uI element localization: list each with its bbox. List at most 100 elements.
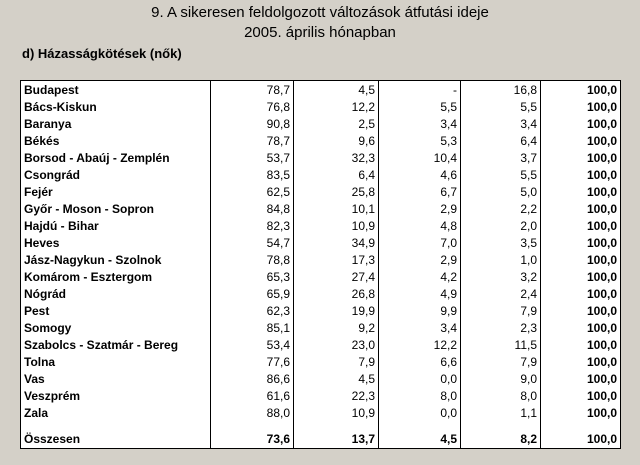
table-row: Tolna 77,6 7,9 6,6 7,9 100,0	[20, 353, 621, 370]
cell: 6,4	[460, 132, 541, 149]
cell: 78,7	[210, 80, 294, 98]
cell: 100,0	[540, 302, 621, 319]
cell: 2,0	[460, 217, 541, 234]
cell: 83,5	[210, 166, 294, 183]
cell: 4,9	[378, 285, 461, 302]
row-label: Bács-Kiskun	[20, 98, 211, 115]
cell: 3,5	[460, 234, 541, 251]
cell: 3,2	[460, 268, 541, 285]
row-label: Hajdú - Bihar	[20, 217, 211, 234]
row-label: Fejér	[20, 183, 211, 200]
row-label: Pest	[20, 302, 211, 319]
cell: 7,0	[378, 234, 461, 251]
cell: 100,0	[540, 132, 621, 149]
cell: 100,0	[540, 234, 621, 251]
cell: 3,4	[378, 319, 461, 336]
table-row: Jász-Nagykun - Szolnok 78,8 17,3 2,9 1,0 100,…	[20, 251, 621, 268]
cell: 100,0	[540, 387, 621, 404]
cell: 65,9	[210, 285, 294, 302]
table-row: Bács-Kiskun 76,8 12,2 5,5 5,5 100,0	[20, 98, 621, 115]
cell: 6,7	[378, 183, 461, 200]
cell: 26,8	[293, 285, 379, 302]
subtitle: d) Házasságkötések (nők)	[22, 46, 182, 61]
table-row: Heves 54,7 34,9 7,0 3,5 100,0	[20, 234, 621, 251]
row-label: Nógrád	[20, 285, 211, 302]
row-label: Tolna	[20, 353, 211, 370]
cell: 3,4	[460, 115, 541, 132]
cell: 100,0	[540, 319, 621, 336]
cell: 7,9	[460, 353, 541, 370]
table-row: Összesen 73,6 13,7 4,5 8,2 100,0	[20, 429, 621, 449]
cell: 77,6	[210, 353, 294, 370]
cell: 90,8	[210, 115, 294, 132]
cell: 54,7	[210, 234, 294, 251]
table-row: Budapest 78,7 4,5-16,8 100,0	[20, 80, 621, 98]
cell: 65,3	[210, 268, 294, 285]
table-row: Szabolcs - Szatmár - Bereg 53,4 23,0 12,2 11…	[20, 336, 621, 353]
cell: 100,0	[540, 251, 621, 268]
cell: 3,7	[460, 149, 541, 166]
title: 2005. április hónapban	[244, 24, 396, 41]
cell: -	[378, 80, 461, 98]
row-label: Borsod - Abaúj - Zemplén	[20, 149, 211, 166]
cell: 5,3	[378, 132, 461, 149]
cell: 78,8	[210, 251, 294, 268]
row-label: Győr - Moson - Sopron	[20, 200, 211, 217]
cell: 1,0	[460, 251, 541, 268]
cell: 73,6	[210, 429, 294, 449]
cell: 100,0	[540, 353, 621, 370]
cell: 2,9	[378, 200, 461, 217]
cell: 6,6	[378, 353, 461, 370]
cell: 2,2	[460, 200, 541, 217]
table-row: Komárom - Esztergom 65,3 27,4 4,2 3,2 100,0	[20, 268, 621, 285]
row-label: Összesen	[20, 429, 211, 449]
cell: 19,9	[293, 302, 379, 319]
cell: 5,0	[460, 183, 541, 200]
cell: 100,0	[540, 370, 621, 387]
table-row: Fejér 62,5 25,8 6,7 5,0 100,0	[20, 183, 621, 200]
row-label: Szabolcs - Szatmár - Bereg	[20, 336, 211, 353]
table: Budapest 78,7 4,5-16,8 100,0 Bács-Kiskun 76,8…	[20, 80, 621, 449]
cell: 53,7	[210, 149, 294, 166]
cell: 0,0	[378, 404, 461, 421]
row-label: Jász-Nagykun - Szolnok	[20, 251, 211, 268]
cell: 4,5	[293, 370, 379, 387]
cell: 4,5	[378, 429, 461, 449]
cell: 7,9	[293, 353, 379, 370]
cell: 62,3	[210, 302, 294, 319]
cell: 85,1	[210, 319, 294, 336]
table-row: Borsod - Abaúj - Zemplén 53,7 32,3 10,4 3,7 1…	[20, 149, 621, 166]
table-row: Csongrád 83,5 6,4 4,6 5,5 100,0	[20, 166, 621, 183]
cell: 12,2	[293, 98, 379, 115]
cell: 100,0	[540, 429, 621, 449]
cell: 10,9	[293, 404, 379, 421]
table-row: Pest 62,3 19,9 9,9 7,9 100,0	[20, 302, 621, 319]
table-row: Veszprém 61,6 22,3 8,0 8,0 100,0	[20, 387, 621, 404]
row-label: Heves	[20, 234, 211, 251]
cell: 12,2	[378, 336, 461, 353]
cell: 10,4	[378, 149, 461, 166]
cell: 4,8	[378, 217, 461, 234]
cell: 10,9	[293, 217, 379, 234]
cell: 84,8	[210, 200, 294, 217]
cell: 100,0	[540, 217, 621, 234]
table-row: Nógrád 65,9 26,8 4,9 2,4 100,0	[20, 285, 621, 302]
cell: 100,0	[540, 166, 621, 183]
cell: 10,1	[293, 200, 379, 217]
table-row: Hajdú - Bihar 82,3 10,9 4,8 2,0 100,0	[20, 217, 621, 234]
table-row: Győr - Moson - Sopron 84,8 10,1 2,9 2,2 100,0	[20, 200, 621, 217]
cell: 76,8	[210, 98, 294, 115]
cell: 2,4	[460, 285, 541, 302]
cell: 78,7	[210, 132, 294, 149]
cell: 9,0	[460, 370, 541, 387]
cell: 2,9	[378, 251, 461, 268]
cell: 2,5	[293, 115, 379, 132]
cell: 100,0	[540, 98, 621, 115]
cell: 16,8	[460, 80, 541, 98]
cell: 0,0	[378, 370, 461, 387]
cell: 100,0	[540, 183, 621, 200]
row-label: Baranya	[20, 115, 211, 132]
cell: 100,0	[540, 268, 621, 285]
row-label: Budapest	[20, 80, 211, 98]
